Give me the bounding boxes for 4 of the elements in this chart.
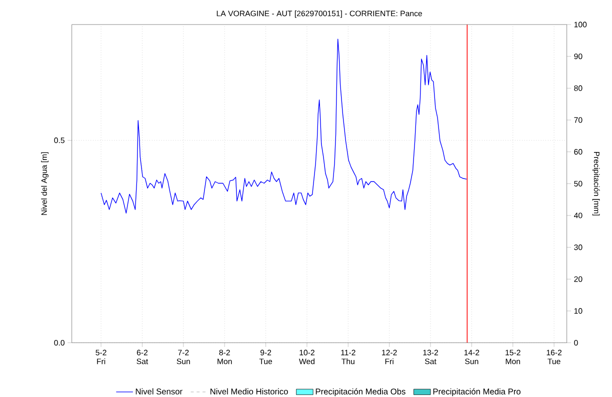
legend-label: Nivel Medio Historico: [210, 388, 288, 395]
legend-label: Precipitación Media Pro: [433, 388, 520, 396]
legend-label: Nivel Sensor: [136, 388, 182, 395]
legend-label: Precipitación Media Obs: [316, 388, 406, 396]
